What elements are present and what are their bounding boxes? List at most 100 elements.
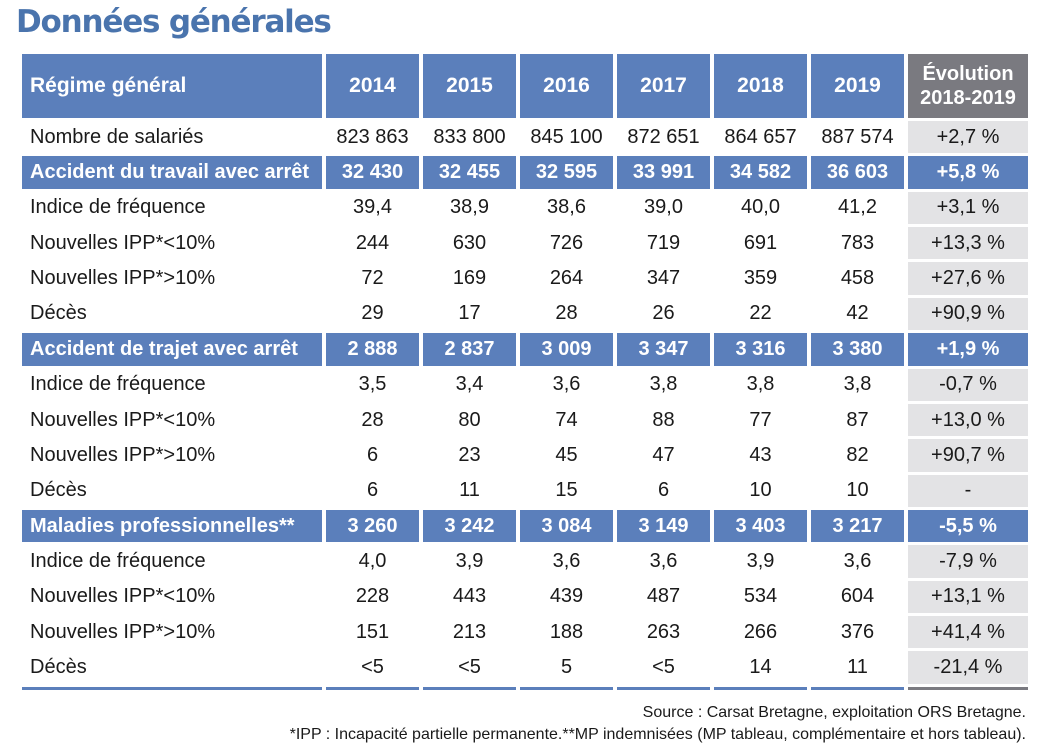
value-2014: 6 <box>366 479 379 502</box>
value-2017: 872 651 <box>627 125 700 148</box>
value-2014: 32 430 <box>326 156 419 189</box>
table-row: Indice de fréquence 39,4 38,9 38,6 39,0 40,0 4… <box>22 191 1028 225</box>
value-2019: 3 217 <box>811 509 904 543</box>
table-body: Nombre de salariés 823 863 833 800 845 100 8… <box>22 121 1028 690</box>
value-2018: 10 <box>749 479 772 502</box>
value-2019: 376 <box>840 620 875 643</box>
value-2018: 691 <box>743 231 778 254</box>
value-2018: 3,8 <box>746 373 775 396</box>
value-2017: 719 <box>646 231 681 254</box>
value-2016: 28 <box>555 302 578 325</box>
header-regime-general: Régime général <box>22 54 322 118</box>
value-2015: 80 <box>458 408 481 431</box>
bottom-rule-segment <box>423 686 516 690</box>
value-2014: 6 <box>366 443 379 466</box>
value-2014: 28 <box>361 408 384 431</box>
evolution-value: +27,6 % <box>908 262 1028 295</box>
value-2018: 266 <box>743 620 778 643</box>
row-label: Indice de fréquence <box>30 549 206 572</box>
value-2016: 15 <box>555 479 578 502</box>
value-2019: 3,8 <box>843 373 872 396</box>
value-2014: 151 <box>355 620 390 643</box>
header-year-2019: 2019 <box>811 54 904 118</box>
evolution-value: +13,0 % <box>908 403 1028 437</box>
value-2016: 5 <box>560 656 573 679</box>
value-2016: 45 <box>555 443 578 466</box>
value-2016: 188 <box>549 620 584 643</box>
value-2018: 359 <box>743 267 778 290</box>
value-2019: 36 603 <box>811 156 904 189</box>
table-bottom-rule <box>22 686 1028 690</box>
value-2018: 22 <box>749 302 772 325</box>
row-label: Indice de fréquence <box>30 196 206 219</box>
header-year-2015: 2015 <box>423 54 516 118</box>
value-2019: 887 574 <box>821 125 894 148</box>
table-row: Indice de fréquence 3,5 3,4 3,6 3,8 3,8 3,8 -0,… <box>22 368 1028 401</box>
value-2019: 82 <box>846 443 869 466</box>
value-2015: 3,9 <box>455 549 484 572</box>
evolution-value: -0,7 % <box>908 368 1028 401</box>
value-2018: 534 <box>743 585 778 608</box>
source-note: Source : Carsat Bretagne, exploitation O… <box>642 704 1026 721</box>
value-2016: 3,6 <box>552 373 581 396</box>
row-label: Maladies professionnelles** <box>22 509 322 543</box>
value-2019: 458 <box>840 267 875 290</box>
value-2015: 3,4 <box>455 373 484 396</box>
value-2019: 604 <box>840 585 875 608</box>
value-2015: 23 <box>458 443 481 466</box>
value-2016: 439 <box>549 585 584 608</box>
value-2015: 17 <box>458 302 481 325</box>
row-label: Accident de trajet avec arrêt <box>22 333 322 366</box>
value-2019: 783 <box>840 231 875 254</box>
value-2014: 823 863 <box>336 125 409 148</box>
section-row: Maladies professionnelles** 3 260 3 242 3 0… <box>22 509 1028 543</box>
value-2015: 443 <box>452 585 487 608</box>
row-label: Nouvelles IPP*<10% <box>30 231 216 254</box>
value-2015: 213 <box>452 620 487 643</box>
value-2017: 39,0 <box>644 196 683 219</box>
value-2016: 3,6 <box>552 549 581 572</box>
row-label: Nouvelles IPP*>10% <box>30 443 216 466</box>
row-label: Indice de fréquence <box>30 373 206 396</box>
value-2017: 3,6 <box>649 549 678 572</box>
table-row: Nouvelles IPP*>10% 6 23 45 47 43 82 +90,7 % <box>22 439 1028 472</box>
value-2015: 32 455 <box>423 156 516 189</box>
value-2014: <5 <box>361 656 384 679</box>
value-2017: 88 <box>652 408 675 431</box>
row-label: Nouvelles IPP*<10% <box>30 408 216 431</box>
row-label: Décès <box>30 479 87 502</box>
value-2017: 26 <box>652 302 675 325</box>
table-row: Nouvelles IPP*<10% 228 443 439 487 534 604 +13,… <box>22 580 1028 614</box>
value-2016: 38,6 <box>547 196 586 219</box>
table-row: Nouvelles IPP*<10% 28 80 74 88 77 87 +13,0 % <box>22 403 1028 437</box>
table-row: Décès 29 17 28 26 22 42 +90,9 % <box>22 297 1028 331</box>
value-2014: 3 260 <box>326 509 419 543</box>
value-2014: 29 <box>361 302 384 325</box>
evolution-value: +41,4 % <box>908 616 1028 649</box>
table-row: Décès <5 <5 5 <5 14 11 -21,4 % <box>22 651 1028 684</box>
value-2017: 3 347 <box>617 333 710 366</box>
value-2017: 33 991 <box>617 156 710 189</box>
row-label: Nouvelles IPP*<10% <box>30 585 216 608</box>
value-2016: 3 084 <box>520 509 613 543</box>
value-2014: 244 <box>355 231 390 254</box>
evolution-value: -21,4 % <box>908 651 1028 684</box>
table-row: Nouvelles IPP*>10% 151 213 188 263 266 376 +41,… <box>22 616 1028 649</box>
evolution-value: +13,3 % <box>908 227 1028 260</box>
value-2014: 39,4 <box>353 196 392 219</box>
value-2019: 3 380 <box>811 333 904 366</box>
section-row: Accident du travail avec arrêt 32 430 32 4… <box>22 156 1028 189</box>
value-2016: 726 <box>549 231 584 254</box>
value-2017: 3,8 <box>649 373 678 396</box>
value-2018: 3 403 <box>714 509 807 543</box>
value-2015: 3 242 <box>423 509 516 543</box>
value-2014: 2 888 <box>326 333 419 366</box>
evolution-value: +13,1 % <box>908 580 1028 614</box>
header-year-2018: 2018 <box>714 54 807 118</box>
bottom-rule-segment <box>714 686 807 690</box>
evolution-value: +90,7 % <box>908 439 1028 472</box>
value-2018: 864 657 <box>724 125 797 148</box>
evolution-value: -7,9 % <box>908 545 1028 578</box>
table-row: Décès 6 11 15 6 10 10 - <box>22 474 1028 507</box>
value-2014: 228 <box>355 585 390 608</box>
